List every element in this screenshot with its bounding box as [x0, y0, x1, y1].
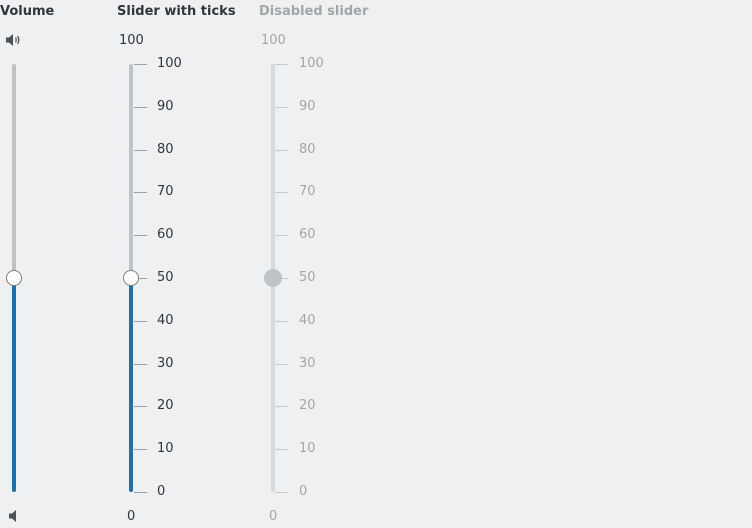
tick-label: 80 [157, 142, 174, 157]
tick-mark [134, 364, 147, 365]
tick-mark [134, 107, 147, 108]
ticks-slider-min-label: 0 [127, 509, 136, 524]
ticks-slider-max-label: 100 [119, 33, 144, 48]
tick-mark [134, 492, 147, 493]
tick-mark [275, 406, 288, 407]
tick-label: 40 [299, 313, 316, 328]
tick-mark [275, 449, 288, 450]
tick-mark [275, 64, 288, 65]
disabled-slider-handle [264, 269, 282, 287]
tick-label: 90 [157, 99, 174, 114]
tick-mark [275, 364, 288, 365]
tick-label: 20 [299, 398, 316, 413]
volume-slider-fill [12, 278, 16, 492]
tick-mark [275, 235, 288, 236]
tick-mark [275, 321, 288, 322]
tick-label: 10 [157, 441, 174, 456]
tick-mark [275, 192, 288, 193]
tick-label: 30 [299, 356, 316, 371]
volume-low-icon [9, 510, 16, 522]
tick-mark [134, 406, 147, 407]
disabled-slider-title: Disabled slider [259, 4, 369, 19]
tick-mark [134, 64, 147, 65]
tick-mark [275, 107, 288, 108]
tick-label: 0 [299, 484, 308, 499]
tick-mark [134, 150, 147, 151]
volume-title: Volume [0, 4, 55, 19]
tick-label: 90 [299, 99, 316, 114]
tick-mark [275, 150, 288, 151]
tick-label: 10 [299, 441, 316, 456]
ticks-slider-handle[interactable] [123, 270, 139, 286]
tick-mark [134, 321, 147, 322]
tick-label: 0 [157, 484, 166, 499]
tick-label: 70 [157, 184, 174, 199]
tick-label: 60 [157, 227, 174, 242]
tick-label: 100 [157, 56, 182, 71]
tick-mark [134, 278, 147, 279]
tick-mark [275, 492, 288, 493]
tick-label: 50 [299, 270, 316, 285]
tick-mark [134, 192, 147, 193]
disabled-slider-max-label: 100 [261, 33, 286, 48]
tick-label: 40 [157, 313, 174, 328]
disabled-slider-min-label: 0 [269, 509, 278, 524]
tick-label: 70 [299, 184, 316, 199]
volume-slider-handle[interactable] [6, 270, 22, 286]
tick-mark [134, 449, 147, 450]
tick-label: 30 [157, 356, 174, 371]
tick-mark [134, 235, 147, 236]
tick-label: 20 [157, 398, 174, 413]
ticks-slider-fill [129, 278, 133, 492]
tick-label: 80 [299, 142, 316, 157]
ticks-slider-title: Slider with ticks [117, 4, 236, 19]
tick-label: 50 [157, 270, 174, 285]
volume-high-icon [6, 34, 20, 46]
tick-label: 100 [299, 56, 324, 71]
tick-label: 60 [299, 227, 316, 242]
